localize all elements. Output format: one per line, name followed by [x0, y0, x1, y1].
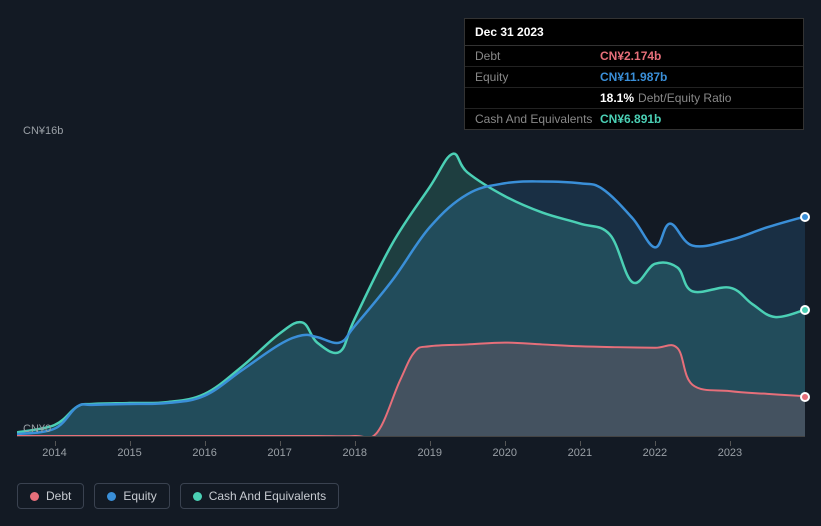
equity-color-dot [107, 492, 116, 501]
x-tick [505, 441, 506, 446]
data-tooltip: Dec 31 2023 DebtCN¥2.174bEquityCN¥11.987… [464, 18, 804, 130]
tooltip-row-value: CN¥11.987b [600, 70, 667, 84]
plot-area[interactable] [17, 143, 805, 437]
debt-color-dot [30, 492, 39, 501]
x-tick [655, 441, 656, 446]
tooltip-row: EquityCN¥11.987b [465, 67, 803, 88]
legend-item-cash[interactable]: Cash And Equivalents [180, 483, 339, 509]
legend-label: Equity [123, 489, 156, 503]
x-axis-label: 2020 [493, 447, 517, 459]
tooltip-row: 18.1%Debt/Equity Ratio [465, 88, 803, 109]
y-axis-max-label: CN¥16b [23, 125, 63, 137]
tooltip-row: DebtCN¥2.174b [465, 46, 803, 67]
tooltip-row-label [475, 91, 600, 105]
tooltip-row-value: CN¥2.174b [600, 49, 661, 63]
x-tick [205, 441, 206, 446]
chart: CN¥16b CN¥0 2014201520162017201820192020… [17, 125, 805, 455]
tooltip-row-value: 18.1%Debt/Equity Ratio [600, 91, 731, 105]
legend-item-equity[interactable]: Equity [94, 483, 169, 509]
tooltip-row-label: Cash And Equivalents [475, 112, 600, 126]
x-axis-label: 2019 [418, 447, 442, 459]
cash-color-dot [193, 492, 202, 501]
debt-end-marker [800, 392, 810, 402]
legend-item-debt[interactable]: Debt [17, 483, 84, 509]
legend: Debt Equity Cash And Equivalents [17, 483, 339, 509]
tooltip-row-label: Equity [475, 70, 600, 84]
x-tick [430, 441, 431, 446]
cash-end-marker [800, 305, 810, 315]
x-tick [55, 441, 56, 446]
x-axis-label: 2022 [643, 447, 667, 459]
x-axis-label: 2021 [568, 447, 592, 459]
x-tick [280, 441, 281, 446]
tooltip-row-label: Debt [475, 49, 600, 63]
tooltip-row-suffix: Debt/Equity Ratio [638, 91, 731, 105]
tooltip-row-value: CN¥6.891b [600, 112, 661, 126]
x-tick [580, 441, 581, 446]
x-tick [355, 441, 356, 446]
tooltip-date: Dec 31 2023 [465, 19, 803, 46]
legend-label: Cash And Equivalents [209, 489, 326, 503]
tooltip-rows: DebtCN¥2.174bEquityCN¥11.987b18.1%Debt/E… [465, 46, 803, 129]
equity-end-marker [800, 212, 810, 222]
x-axis-label: 2017 [267, 447, 291, 459]
x-tick [130, 441, 131, 446]
tooltip-row: Cash And EquivalentsCN¥6.891b [465, 109, 803, 129]
x-axis: 2014 2015 2016 2017 2018 2019 2020 2021 2022 2023 [17, 441, 805, 461]
chart-svg [17, 143, 805, 436]
x-axis-label: 2015 [117, 447, 141, 459]
x-axis-label: 2023 [718, 447, 742, 459]
x-axis-label: 2018 [342, 447, 366, 459]
y-axis-min-label: CN¥0 [23, 423, 51, 435]
x-tick [730, 441, 731, 446]
legend-label: Debt [46, 489, 71, 503]
x-axis-label: 2014 [42, 447, 66, 459]
x-axis-label: 2016 [192, 447, 216, 459]
